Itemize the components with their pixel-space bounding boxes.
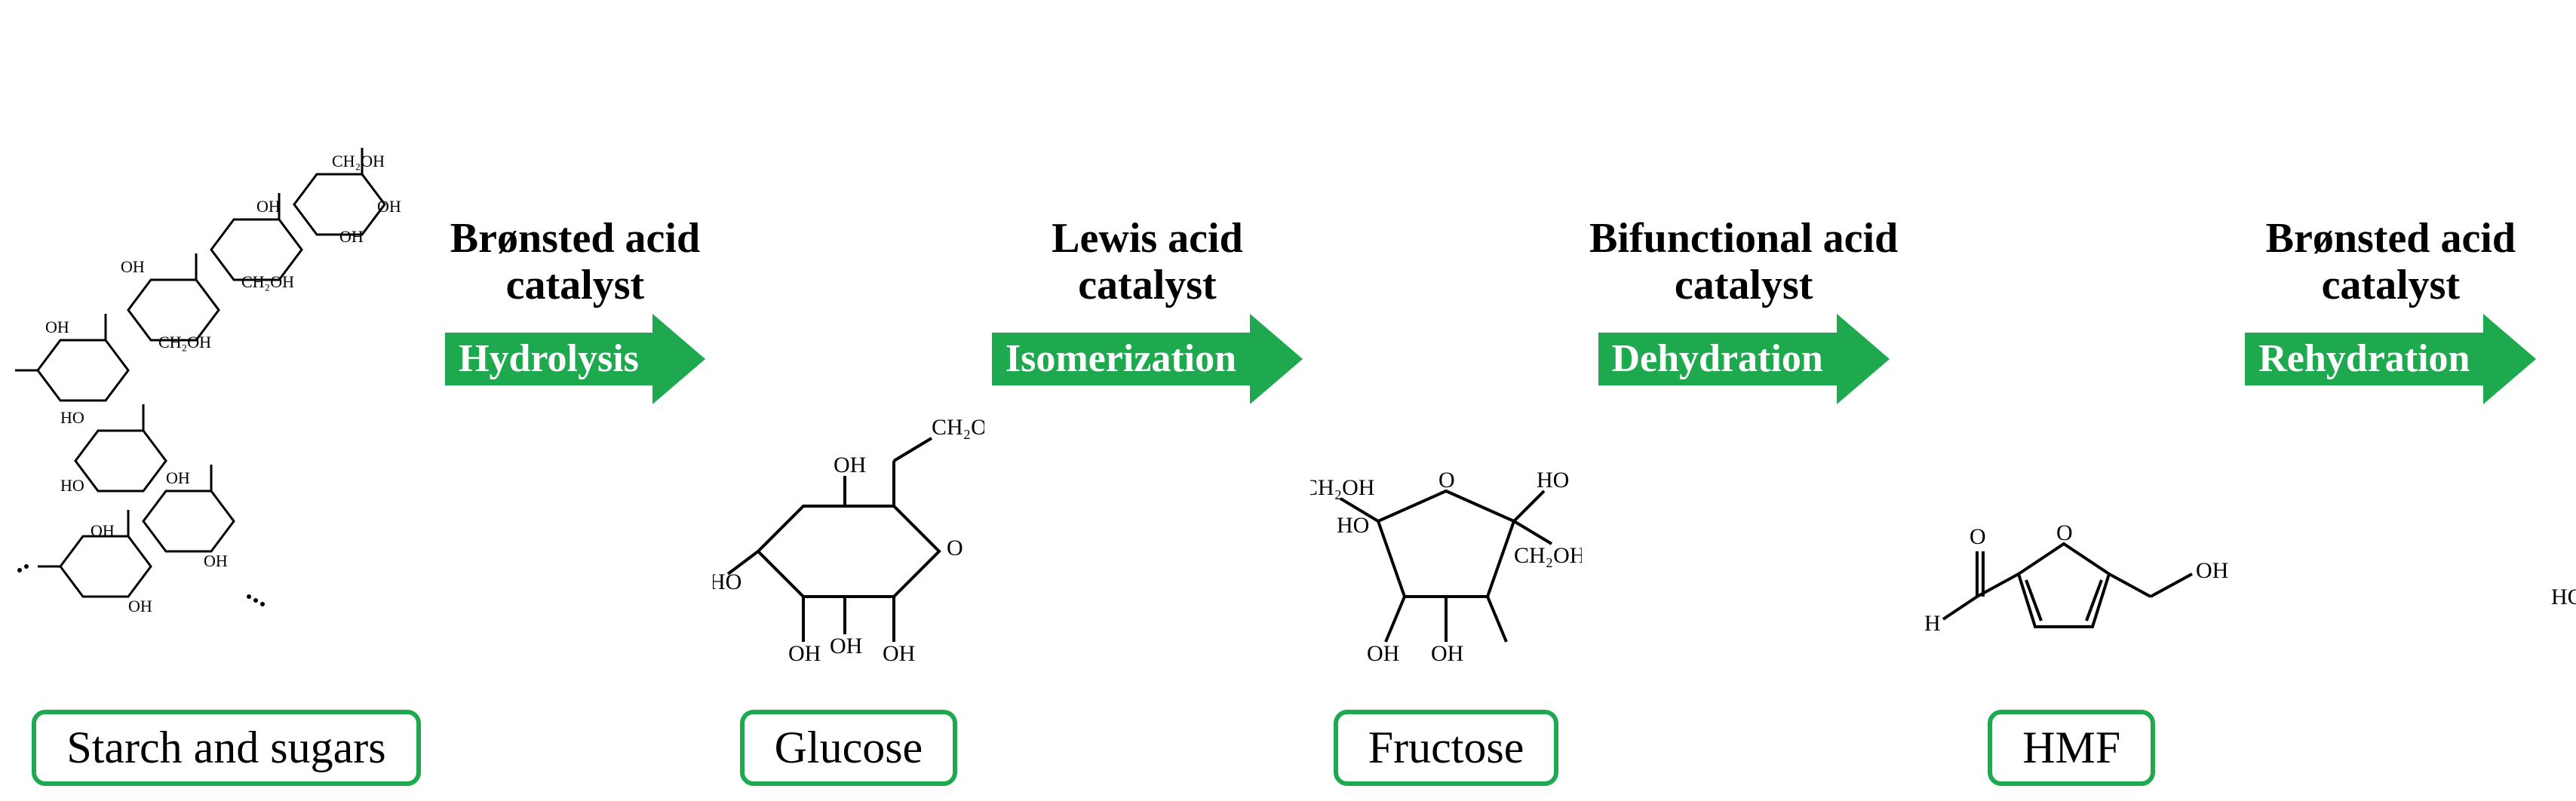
svg-text:O: O: [1438, 468, 1455, 493]
catalyst-line1: Brønsted acid: [450, 215, 700, 262]
svg-text:OH: OH: [256, 197, 281, 216]
svg-text:OH: OH: [121, 257, 145, 276]
svg-text:OH: OH: [128, 597, 152, 615]
catalyst-line2: catalyst: [2322, 262, 2461, 308]
reaction-label: Rehydration: [2245, 333, 2483, 385]
svg-text:HO: HO: [60, 408, 84, 427]
catalyst-line1: Brønsted acid: [2266, 215, 2516, 262]
catalyst-line1: Bifunctional acid: [1589, 215, 1898, 262]
svg-text:OH: OH: [830, 634, 862, 658]
label-glucose: Glucose: [740, 710, 958, 786]
reaction-label: Hydrolysis: [445, 333, 652, 385]
arrow-shape: Dehydration: [1598, 314, 1890, 404]
svg-text:H: H: [1924, 611, 1941, 636]
reaction-pathway-diagram: OHOH HOOH OHOH OHCH₂OH CH₂OHCH₂OH OHOH H…: [15, 15, 2561, 786]
svg-text:CH₂OH: CH₂OH: [241, 272, 294, 291]
catalyst-text-rehydration: Brønsted acid catalyst: [2266, 216, 2516, 308]
svg-text:CH₂OH: CH₂OH: [332, 152, 385, 170]
structure-glucose: CH₂OH O HO OH OH OH OH: [713, 400, 984, 687]
svg-text:OH: OH: [2196, 558, 2228, 583]
catalyst-line2: catalyst: [1078, 262, 1217, 308]
svg-text:CH₂OH: CH₂OH: [1514, 543, 1582, 568]
svg-text:CH₂OH: CH₂OH: [1310, 475, 1374, 500]
svg-text:O: O: [947, 536, 963, 560]
svg-text:OH: OH: [788, 641, 821, 666]
arrow-hydrolysis: Brønsted acid catalyst Hydrolysis: [445, 216, 705, 404]
svg-text:HO: HO: [713, 569, 741, 594]
catalyst-line2: catalyst: [1675, 262, 1813, 308]
reaction-label: Isomerization: [992, 333, 1250, 385]
catalyst-line1: Lewis acid: [1052, 215, 1243, 262]
arrow-isomerization: Lewis acid catalyst Isomerization: [992, 216, 1303, 404]
catalyst-text-hydrolysis: Brønsted acid catalyst: [450, 216, 700, 308]
svg-text:OH: OH: [339, 227, 364, 246]
svg-text:OH: OH: [834, 453, 866, 477]
structure-la: O O O HO CH₃: [2544, 461, 2576, 687]
svg-text:OH: OH: [166, 468, 190, 487]
svg-text:HO: HO: [60, 476, 84, 495]
svg-text:OH: OH: [91, 521, 115, 540]
structure-hmf: O O H OH: [1905, 461, 2237, 687]
label-fructose: Fructose: [1334, 710, 1559, 786]
svg-text:O: O: [1970, 524, 1986, 549]
svg-text:OH: OH: [883, 641, 915, 666]
arrow-shape: Hydrolysis: [445, 314, 705, 404]
label-starch: Starch and sugars: [32, 710, 420, 786]
stage-starch: OH OH HO OH OH OH OH CH₂OH CH₂OH CH₂OH OH OH H…: [15, 15, 438, 786]
reaction-label: Dehydration: [1598, 333, 1837, 385]
svg-text:O: O: [2056, 520, 2073, 545]
arrow-shape: Isomerization: [992, 314, 1303, 404]
arrow-shape: Rehydration: [2245, 314, 2536, 404]
svg-text:CH₂OH: CH₂OH: [158, 333, 211, 351]
stage-glucose: CH₂OH O HO OH OH OH OH Glucose: [713, 15, 984, 786]
catalyst-text-dehydration: Bifunctional acid catalyst: [1589, 216, 1898, 308]
structure-fructose: O CH₂OH HO HO CH₂OH OH OH: [1310, 400, 1582, 687]
svg-text:HO: HO: [1337, 513, 1369, 538]
stage-fructose: O CH₂OH HO HO CH₂OH OH OH Fructose: [1310, 15, 1582, 786]
catalyst-text-isomerization: Lewis acid catalyst: [1052, 216, 1243, 308]
arrow-dehydration: Bifunctional acid catalyst Dehydration: [1589, 216, 1898, 404]
svg-text:HO: HO: [1537, 468, 1569, 493]
svg-text:OH: OH: [45, 318, 69, 336]
catalyst-line2: catalyst: [506, 262, 645, 308]
stage-la: O O O HO CH₃ LA: [2544, 15, 2576, 786]
svg-text:OH: OH: [377, 197, 401, 216]
svg-text:OH: OH: [204, 551, 228, 570]
svg-text:OH: OH: [1367, 641, 1399, 666]
svg-text:HO: HO: [2551, 585, 2576, 609]
arrow-rehydration: Brønsted acid catalyst Rehydration: [2245, 216, 2536, 404]
svg-text:OH: OH: [1431, 641, 1463, 666]
structure-starch: OH OH HO OH OH OH OH CH₂OH CH₂OH CH₂OH OH OH H…: [15, 144, 438, 687]
stage-hmf: O O H OH HMF: [1905, 15, 2237, 786]
label-hmf: HMF: [1988, 710, 2155, 786]
svg-text:CH₂OH: CH₂OH: [932, 415, 984, 440]
